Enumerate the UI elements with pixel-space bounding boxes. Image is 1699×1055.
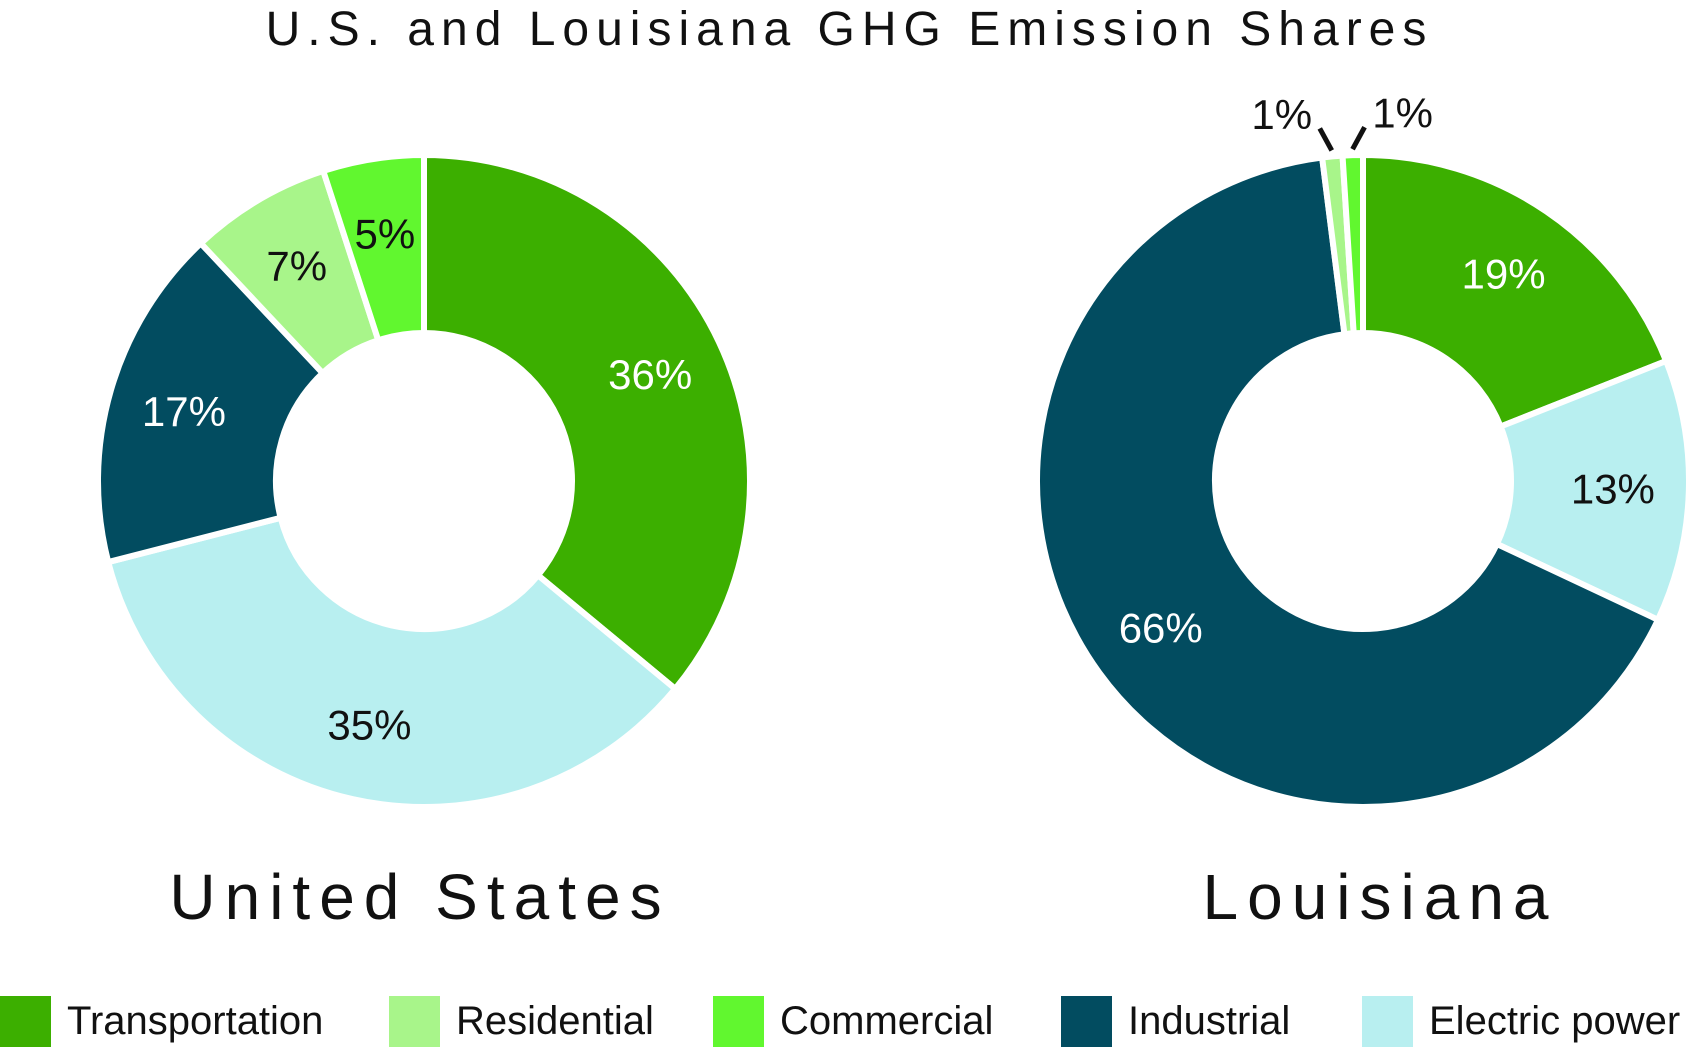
slice-label-industrial: 17% [142,388,226,435]
slice-label-residential: 1% [1251,91,1312,138]
donut-slice-commercial [1339,151,1366,337]
legend-item-transportation: Transportation [0,995,323,1047]
slice-label-electric-power: 35% [327,701,411,748]
slice-label-residential: 7% [266,242,327,289]
slice-label-transportation: 19% [1461,251,1545,298]
legend-swatch [1362,995,1413,1047]
donut-slice-industrial [1034,154,1662,810]
donut-slice-electric-power [1492,357,1692,624]
legend-label: Commercial [780,998,994,1043]
chart-title: U.S. and Louisiana GHG Emission Shares [265,3,1434,56]
donut-slice-commercial [319,151,427,345]
legend: Transportation Residential Commercial In… [0,995,1699,1047]
legend-item-electric-power: Electric power [1362,995,1680,1047]
leader-line-residential [1317,127,1334,152]
legend-label: Industrial [1128,998,1291,1043]
donut-slice-electric-power [104,514,680,810]
legend-item-industrial: Industrial [1061,995,1290,1047]
slice-label-commercial: 5% [355,211,416,258]
slice-label-electric-power: 13% [1571,465,1655,512]
slice-label-industrial: 66% [1119,604,1203,651]
leader-line-commercial [1350,125,1367,151]
slice-label-transportation: 36% [608,351,692,398]
donut-charts: 36% 35% 17% 7% 5% 19% 13% 66% 1% 1% [95,89,1692,810]
legend-swatch [389,995,440,1047]
legend-swatch [713,995,764,1047]
legend-swatch [0,995,51,1047]
chart-label-united-states: United States [169,861,671,933]
legend-item-commercial: Commercial [713,995,993,1047]
donut-slice-transportation [421,151,753,694]
donut-chart-louisiana: 19% 13% 66% 1% 1% [1034,90,1692,810]
legend-label: Transportation [67,998,324,1043]
legend-item-residential: Residential [389,995,654,1047]
legend-label: Residential [456,998,654,1043]
donut-chart-united-states: 36% 35% 17% 7% 5% [95,151,753,810]
legend-swatch [1061,995,1112,1047]
slice-label-commercial: 1% [1372,90,1433,137]
donut-slice-transportation [1360,151,1671,431]
chart-label-louisiana: Louisiana [1202,861,1558,933]
legend-label: Electric power [1429,998,1681,1043]
donut-slice-industrial [95,239,327,566]
